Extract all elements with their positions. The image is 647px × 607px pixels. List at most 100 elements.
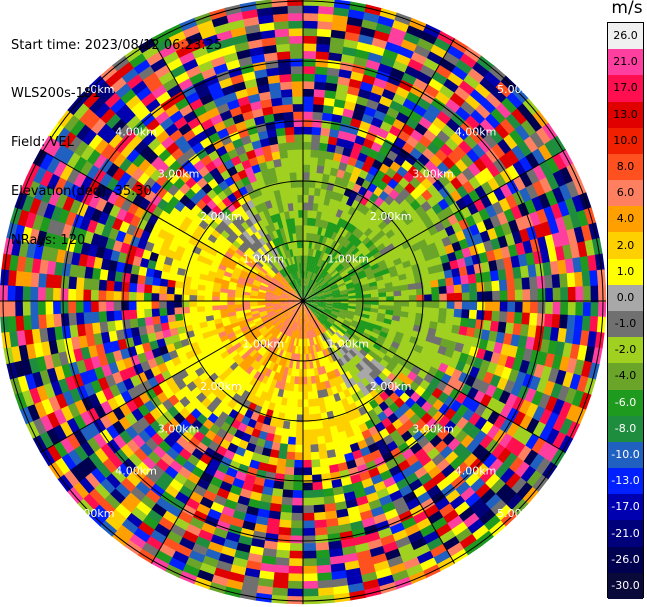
gate-cell xyxy=(332,272,341,279)
gate-cell xyxy=(39,414,54,432)
gate-cell xyxy=(272,329,280,337)
gate-cell xyxy=(130,326,140,338)
gate-cell xyxy=(265,233,273,242)
gate-cell xyxy=(325,294,334,298)
gate-cell xyxy=(111,419,126,435)
gate-cell xyxy=(208,345,218,355)
colorbar-unit: m/s xyxy=(611,0,643,18)
gate-cell xyxy=(323,396,331,406)
gate-cell xyxy=(274,254,281,263)
gate-cell xyxy=(46,443,62,463)
gate-cell xyxy=(267,190,276,201)
gate-cell xyxy=(229,349,239,359)
gate-cell xyxy=(196,295,205,301)
gate-cell xyxy=(328,547,344,558)
gate-cell xyxy=(309,303,318,308)
gate-cell xyxy=(270,198,278,208)
gate-cell xyxy=(310,297,319,300)
gate-cell xyxy=(355,95,370,107)
azimuth-line xyxy=(40,149,566,453)
gate-cell xyxy=(511,108,528,126)
gate-cell xyxy=(48,339,59,355)
gate-cell xyxy=(412,544,431,558)
gate-cell xyxy=(363,365,373,375)
gate-cell xyxy=(295,164,304,173)
gate-cell xyxy=(467,425,481,441)
field-text: Field: VEL xyxy=(11,135,74,151)
gate-cell xyxy=(376,279,385,286)
gate-cell xyxy=(257,430,268,441)
gate-cell xyxy=(370,308,379,314)
gate-cell xyxy=(450,112,467,128)
gate-cell xyxy=(324,321,332,329)
gate-cell xyxy=(484,473,501,490)
gate-cell xyxy=(323,287,331,292)
gate-cell xyxy=(236,195,247,206)
gate-cell xyxy=(322,271,329,279)
gate-cell xyxy=(323,272,331,280)
gate-cell xyxy=(461,301,470,311)
gate-cell xyxy=(39,430,54,449)
gate-cell xyxy=(444,137,460,152)
gate-cell xyxy=(265,261,273,269)
gate-cell xyxy=(285,187,293,197)
gate-cell xyxy=(286,344,292,353)
gate-cell xyxy=(235,386,246,397)
gate-cell xyxy=(315,328,321,336)
gate-cell xyxy=(315,549,330,559)
gate-cell xyxy=(90,117,107,135)
gate-cell xyxy=(356,253,365,262)
gate-cell xyxy=(422,564,441,579)
gate-cell xyxy=(423,307,432,315)
gate-cell xyxy=(325,518,339,528)
gate-cell xyxy=(484,439,500,455)
gate-cell xyxy=(302,369,307,377)
gate-cell xyxy=(343,319,352,326)
gate-cell xyxy=(45,286,54,301)
gate-cell xyxy=(204,548,222,561)
gate-cell xyxy=(469,301,478,311)
gate-cell xyxy=(204,295,213,301)
gate-cell xyxy=(219,334,229,343)
gate-cell xyxy=(274,309,283,314)
gate-cell xyxy=(423,23,442,39)
gate-cell xyxy=(255,239,264,248)
gate-cell xyxy=(272,434,282,444)
gate-cell xyxy=(378,305,387,311)
gate-cell xyxy=(106,310,115,322)
gate-cell xyxy=(572,406,587,426)
gate-cell xyxy=(388,465,402,478)
gate-cell xyxy=(449,400,463,414)
gate-cell xyxy=(508,219,520,234)
gate-cell xyxy=(312,111,324,121)
gate-cell xyxy=(531,196,545,213)
gate-cell xyxy=(423,504,440,519)
gate-cell xyxy=(129,214,142,228)
gate-cell xyxy=(319,251,325,260)
gate-cell xyxy=(79,410,94,427)
gate-cell xyxy=(360,316,370,323)
gate-cell xyxy=(174,306,183,315)
gate-cell xyxy=(324,158,334,168)
gate-cell xyxy=(191,271,201,279)
gate-cell xyxy=(395,86,411,99)
gate-cell xyxy=(206,508,222,521)
gate-cell xyxy=(514,371,527,387)
gate-cell xyxy=(90,207,103,223)
gate-cell xyxy=(262,278,271,284)
gate-cell xyxy=(460,434,474,449)
gate-cell xyxy=(342,552,359,564)
gate-cell xyxy=(562,342,573,359)
gate-cell xyxy=(227,307,236,313)
gate-cell xyxy=(350,357,359,367)
gate-cell xyxy=(311,313,317,321)
gate-cell xyxy=(28,386,42,405)
gate-cell xyxy=(242,449,254,460)
gate-cell xyxy=(215,251,225,260)
gate-cell xyxy=(339,356,348,365)
gate-cell xyxy=(544,234,556,250)
gate-cell xyxy=(312,496,325,506)
gate-cell xyxy=(315,319,321,327)
gate-cell xyxy=(388,490,403,503)
gate-cell xyxy=(269,280,278,286)
